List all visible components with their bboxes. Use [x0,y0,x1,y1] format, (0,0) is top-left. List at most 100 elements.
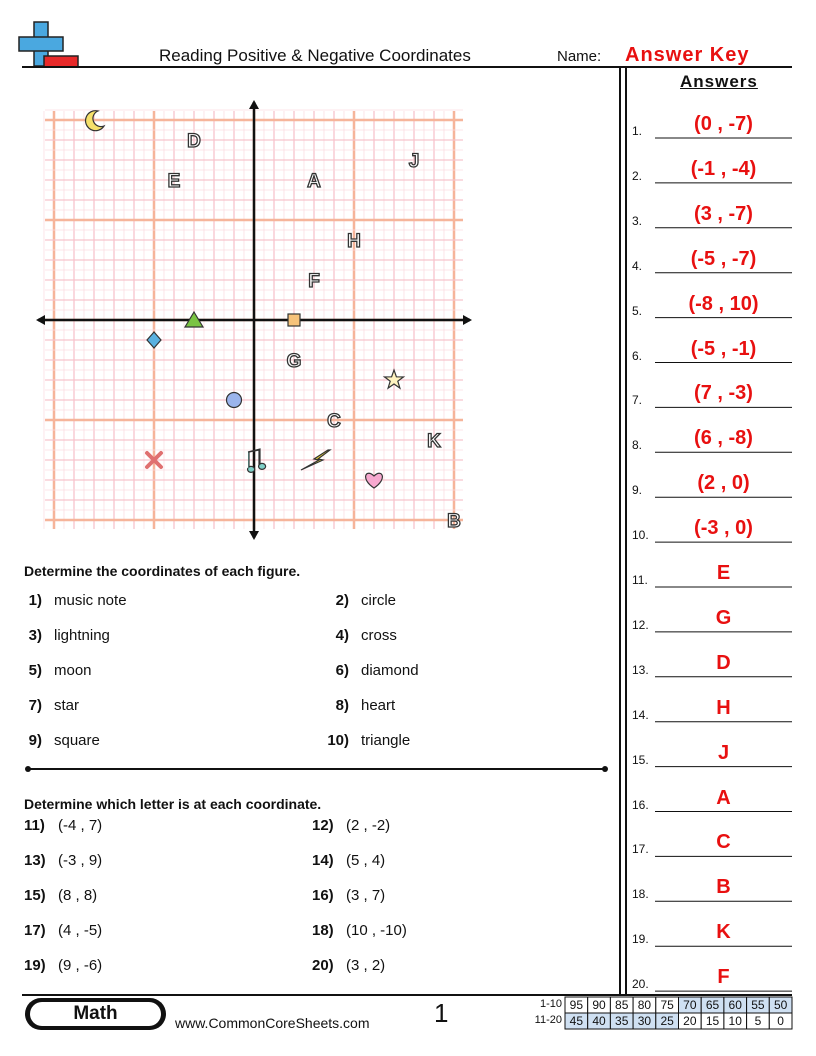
answer-text: (-5 , -1) [690,337,757,360]
answer-number: 13. [632,662,649,677]
answer-number: 12. [632,617,649,632]
lightning [300,449,332,471]
answer-text: (-5 , -7) [690,247,757,270]
score-value: 70 [683,998,697,1012]
question-number: 7) [28,697,42,714]
score-value: 5 [754,1014,762,1028]
answer-text: (3 , -7) [694,202,753,225]
question-number: 20) [312,957,334,974]
answer-number: 6. [632,348,643,363]
question-text: star [54,697,80,714]
page-number: 1 [434,998,449,1028]
instruction: Determine the coordinates of each figure… [24,563,301,579]
diamond [146,331,162,349]
score-value: 25 [660,1014,674,1028]
answer-number: 8. [632,438,643,453]
subject: Math [73,1003,118,1024]
answer-number: 15. [632,752,649,767]
question-text: (-4 , 7) [58,817,103,834]
heart [365,472,383,489]
moon [84,110,106,132]
divider-dot [602,766,608,772]
point-letter: D [187,131,201,152]
score-value: 35 [615,1014,629,1028]
point-letter: K [427,431,441,452]
answer-text: H [716,696,731,719]
question-text: triangle [361,732,411,749]
question-number: 12) [312,817,334,834]
question-text: (5 , 4) [346,852,386,869]
answer-text: (-1 , -4) [690,157,757,180]
question-number: 17) [24,922,46,939]
question-text: (3 , 7) [346,887,386,904]
square [287,313,301,327]
answer-number: 2. [632,168,643,183]
answer-text: (2 , 0) [697,472,750,495]
answer-text: K [716,921,731,944]
question-number: 18) [312,922,334,939]
question-text: cross [361,627,397,644]
score-value: 95 [569,998,584,1012]
score-value: 45 [569,1014,584,1028]
point-letter: H [347,231,361,252]
question-number: 2) [335,592,349,609]
question-text: heart [361,697,396,714]
answer-text: (0 , -7) [694,113,753,135]
question-number: 19) [24,957,46,974]
question-number: 4) [335,627,349,644]
score-value: 55 [751,998,765,1012]
score-value: 75 [660,998,674,1012]
music-note [247,448,267,473]
score-value: 30 [637,1014,652,1028]
title: Reading Positive & Negative Coordinates [159,46,471,65]
answers-title: Answers [680,72,758,91]
instruction: Determine which letter is at each coordi… [24,796,322,812]
subject-pill-inner [30,1002,161,1026]
answer-number: 19. [632,932,649,947]
triangle [183,310,205,328]
question-text: (10 , -10) [346,922,407,939]
answer-number: 17. [632,842,649,857]
score-cell [768,1012,793,1030]
answer-number: 14. [632,707,649,722]
answer-text: D [716,651,731,674]
answer-number: 4. [632,258,643,273]
question-text: (3 , 2) [346,957,386,974]
question-text: (2 , -2) [346,817,391,834]
score-value: 10 [728,1014,742,1028]
answer-text: (-8 , 10) [688,292,759,315]
answer-text: (6 , -8) [694,427,753,450]
point-letter: J [409,151,420,172]
question-number: 8) [335,697,349,714]
question-number: 16) [312,887,334,904]
answer-text: (-3 , 0) [694,517,753,540]
score-value: 20 [683,1014,697,1028]
answer-number: 18. [632,887,649,902]
question-number: 6) [335,662,349,679]
answer-text: J [717,741,730,764]
point-letter: F [308,271,320,292]
answer-text: C [716,831,731,854]
question-number: 15) [24,887,46,904]
question-number: 11) [24,817,45,834]
point-letter: E [168,171,181,192]
answer-number: 5. [632,303,643,318]
question-text: circle [361,592,397,609]
score-value: 80 [637,998,652,1012]
question-number: 13) [24,852,46,869]
website: www.CommonCoreSheets.com [175,1015,370,1031]
score-value: 85 [615,998,629,1012]
answer-key: Answer Key [625,44,750,66]
cross [145,451,163,469]
score-value: 0 [777,1014,784,1028]
answer-number: 1. [632,124,643,138]
answer-text: G [715,606,732,629]
answer-number: 3. [632,213,643,228]
answer-number: 10. [632,528,649,543]
star [382,368,406,390]
question-number: 9) [28,732,42,749]
circle [225,391,243,409]
score-value: 15 [705,1014,720,1028]
question-number: 1) [28,592,42,609]
